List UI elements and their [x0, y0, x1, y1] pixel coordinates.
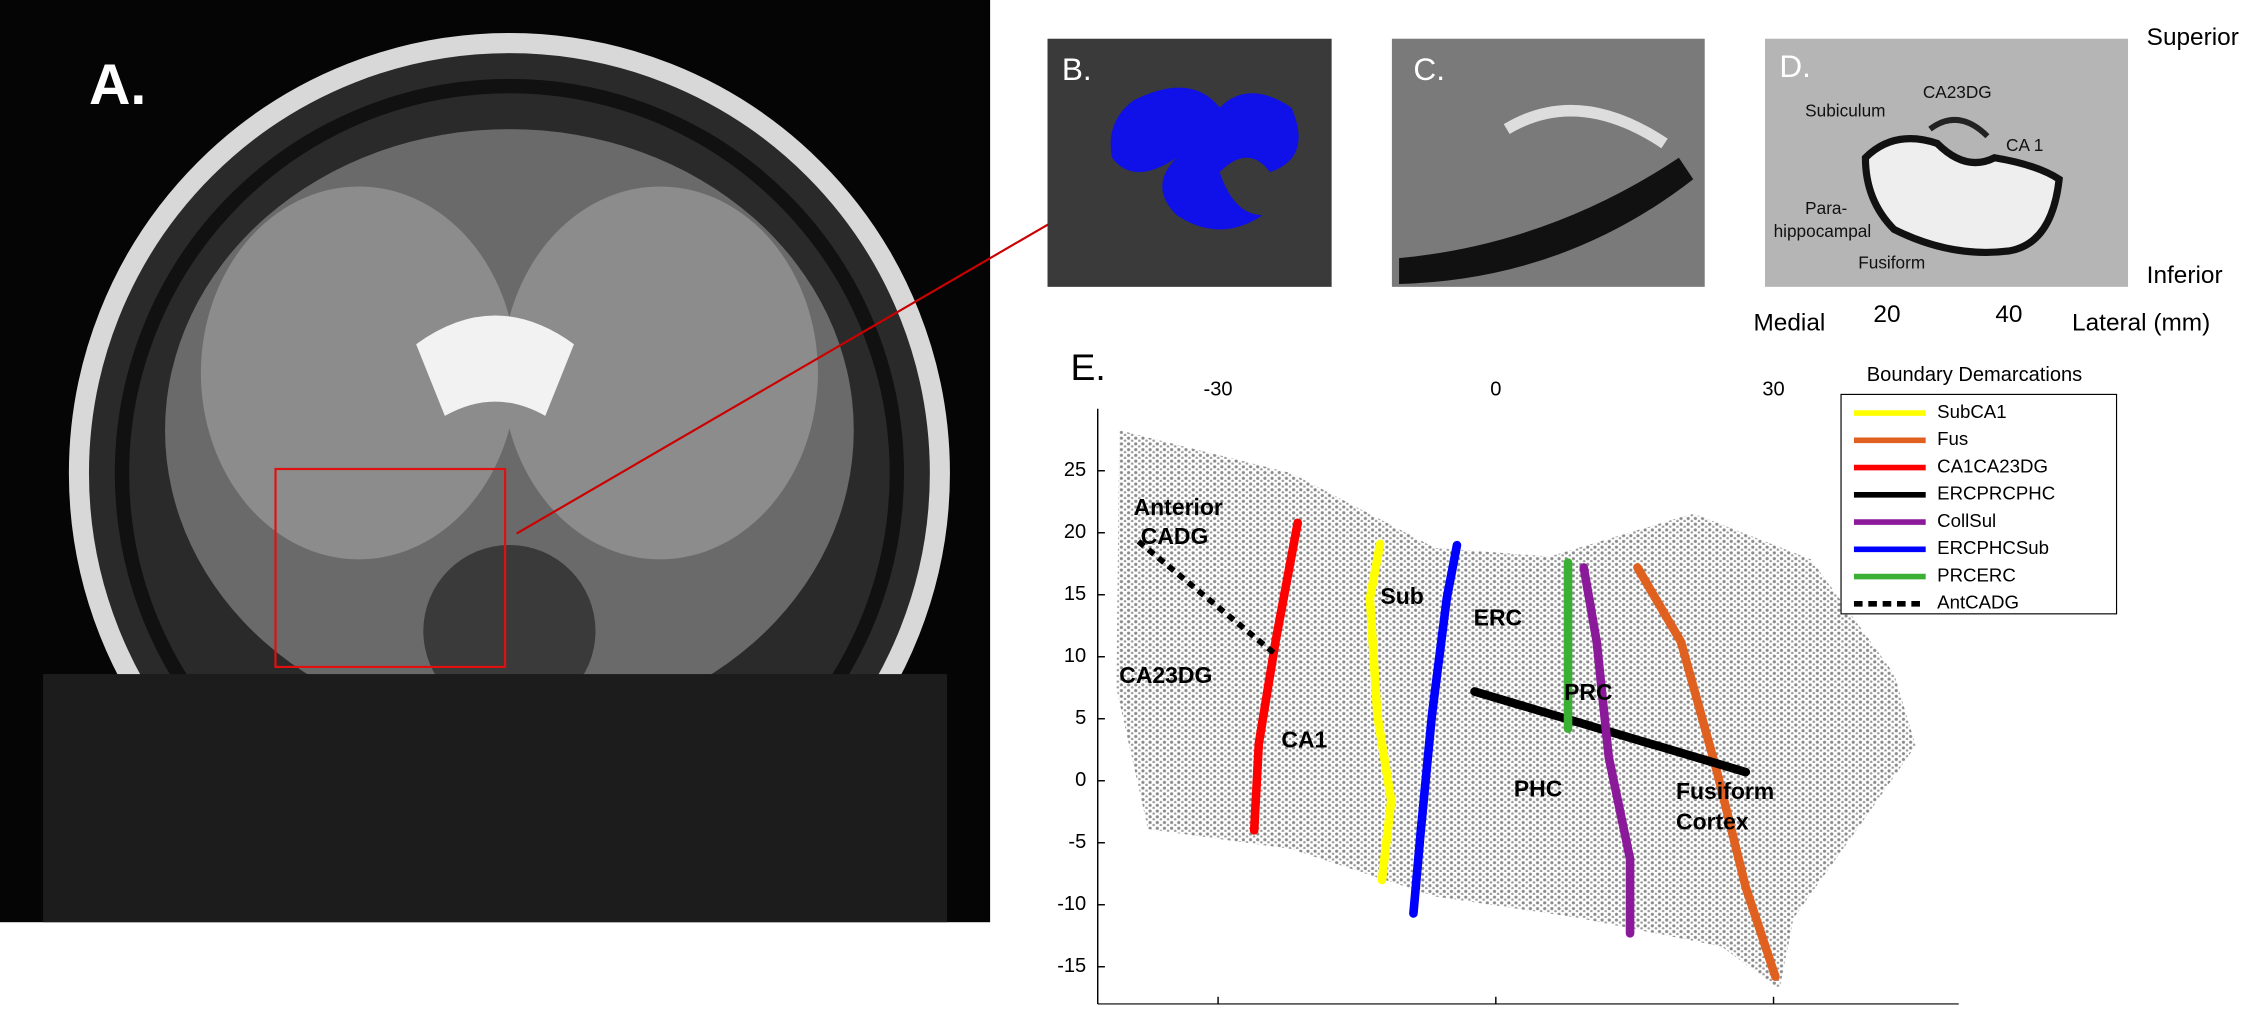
panel-label: E. — [1070, 346, 1105, 388]
y-tick-label: 5 — [1075, 707, 1086, 729]
region-label: Anterior — [1134, 494, 1223, 520]
region-label: CA23DG — [1119, 662, 1212, 688]
region-label: CA23DG — [1923, 82, 1992, 102]
y-tick-label: 0 — [1075, 769, 1086, 791]
y-tick-label: -10 — [1057, 893, 1086, 915]
legend-label: ERCPHCSub — [1937, 537, 2049, 558]
legend-label: CA1CA23DG — [1937, 455, 2048, 476]
orientation-label: Inferior — [2147, 262, 2223, 289]
y-tick-label: -5 — [1068, 831, 1086, 853]
region-label: Subiculum — [1805, 100, 1885, 120]
boundary-line — [1249, 518, 1303, 835]
legend-title: Boundary Demarcations — [1867, 364, 2082, 386]
legend-label: SubCA1 — [1937, 401, 2006, 422]
region-label: hippocampal — [1774, 221, 1872, 241]
legend-label: CollSul — [1937, 510, 1996, 531]
y-tick-label: 10 — [1064, 645, 1086, 667]
region-label: ERC — [1474, 605, 1522, 631]
boundary-line — [1409, 540, 1462, 918]
x-tick-label: -30 — [1204, 378, 1233, 400]
y-tick-label: 15 — [1064, 583, 1086, 605]
boundary-line — [1365, 539, 1396, 885]
region-label: CA1 — [1281, 727, 1327, 753]
y-tick-label: 25 — [1064, 459, 1086, 481]
x-tick-label: 30 — [1762, 378, 1784, 400]
legend-label: AntCADG — [1937, 592, 2019, 613]
region-label: PHC — [1514, 775, 1562, 801]
boundary-line — [1579, 563, 1635, 938]
region-label: Para- — [1805, 198, 1847, 218]
orientation-label: Superior — [2147, 24, 2239, 51]
region-label: Fusiform — [1858, 252, 1925, 272]
orientation-label: Medial — [1754, 310, 1826, 337]
legend-label: ERCPRCPHC — [1937, 483, 2055, 504]
mri-boundaries — [1391, 38, 1705, 287]
panel-label: C. — [1413, 51, 1445, 87]
mri-schematic — [1764, 38, 2129, 287]
y-tick-label: -15 — [1057, 955, 1086, 977]
boundary-line — [1633, 563, 1780, 981]
region-label: Fusiform — [1676, 778, 1774, 804]
tick-label: 40 — [1995, 301, 2022, 328]
boundary-line — [1136, 539, 1278, 657]
mri-segmentation — [1047, 38, 1332, 287]
mri-coronal — [0, 0, 1087, 923]
region-label: Cortex — [1676, 808, 1749, 834]
panel-label: A. — [89, 53, 146, 117]
region-label: Sub — [1380, 583, 1423, 609]
tick-label: 20 — [1873, 301, 1900, 328]
panel-label: B. — [1062, 51, 1092, 87]
region-label: CADG — [1141, 523, 1209, 549]
region-label: PRC — [1564, 679, 1612, 705]
x-tick-label: 0 — [1490, 378, 1501, 400]
y-tick-label: 20 — [1064, 521, 1086, 543]
point-cloud — [1116, 430, 1916, 990]
legend-label: Fus — [1937, 428, 1968, 449]
panel-label: D. — [1779, 48, 1811, 84]
region-label: CA 1 — [2006, 135, 2043, 155]
orientation-label: Lateral (mm) — [2072, 310, 2210, 337]
legend-label: PRCERC — [1937, 564, 2016, 585]
